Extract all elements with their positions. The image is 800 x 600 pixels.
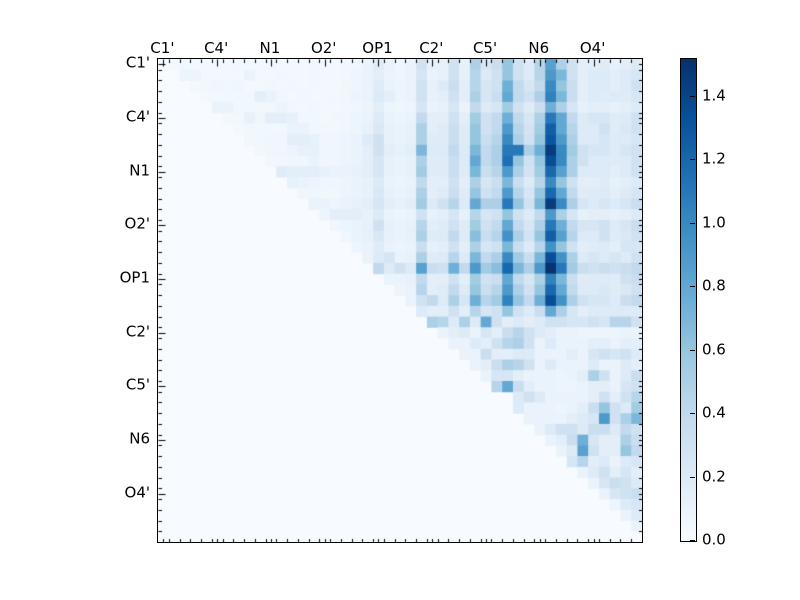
colorbar-tick (690, 96, 695, 97)
colorbar-tick (690, 159, 695, 160)
y-axis-tick-label: C5' (125, 375, 150, 394)
colorbar-tick (690, 540, 695, 541)
colorbar-tick (690, 286, 695, 287)
heatmap-plot (157, 58, 643, 543)
colorbar-tick-label: 0.0 (702, 530, 726, 549)
colorbar-tick-label: 0.4 (702, 403, 726, 422)
x-axis-tick-label: O2' (310, 39, 337, 57)
y-axis-tick-label: O4' (124, 483, 150, 502)
colorbar-tick-label: 1.2 (702, 149, 726, 168)
colorbar-tick (690, 223, 695, 224)
x-axis-tick-label: N6 (528, 39, 550, 57)
y-axis-tick-label: N6 (129, 429, 150, 448)
x-axis-tick-label: C5' (472, 39, 498, 57)
colorbar-tick-label: 1.4 (702, 86, 726, 105)
x-axis-tick-label: C4' (204, 39, 229, 57)
y-axis-tick-label: O2' (124, 214, 150, 233)
x-axis-tick-label: O4' (579, 39, 606, 57)
heatmap-canvas (158, 59, 642, 542)
colorbar-tick-label: 0.6 (702, 340, 726, 359)
x-axis-tick-label: N1 (259, 39, 281, 57)
colorbar (680, 58, 697, 542)
y-axis-tick-label: C1' (125, 53, 150, 72)
y-axis-tick-label: OP1 (119, 268, 150, 287)
colorbar-tick (690, 477, 695, 478)
x-axis-tick-label: C2' (419, 39, 444, 57)
colorbar-tick-label: 0.8 (702, 276, 726, 295)
colorbar-tick-label: 1.0 (702, 213, 726, 232)
colorbar-tick-label: 0.2 (702, 467, 726, 486)
y-axis-tick-label: C2' (125, 322, 150, 341)
y-axis-tick-label: N1 (129, 161, 150, 180)
x-axis-tick-label: C1' (150, 39, 175, 57)
x-axis-tick-label: OP1 (362, 39, 393, 57)
colorbar-tick (690, 350, 695, 351)
y-axis-tick-label: C4' (125, 107, 150, 126)
colorbar-tick (690, 413, 695, 414)
